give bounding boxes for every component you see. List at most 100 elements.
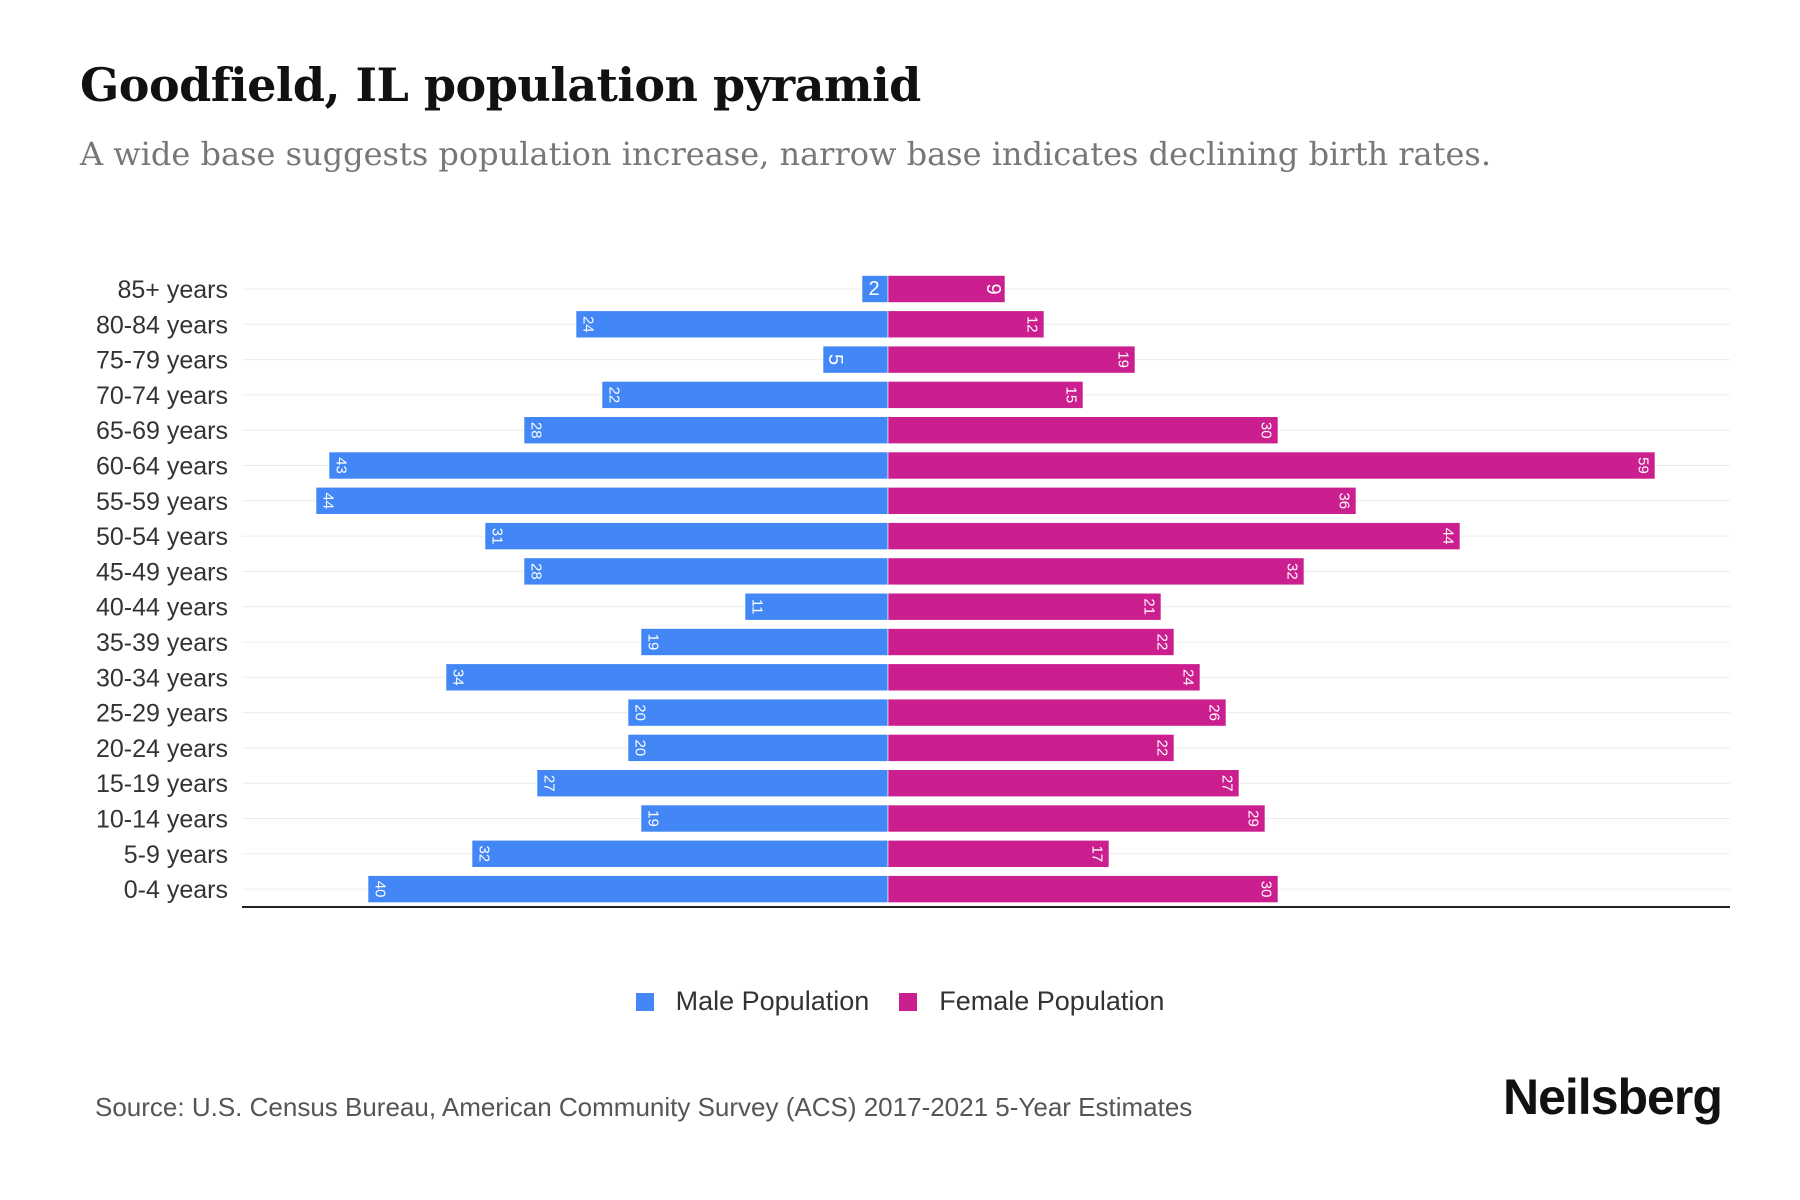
data-label: 40 [372, 881, 389, 898]
male-bar [523, 416, 889, 445]
category-label: 30-34 years [96, 664, 228, 692]
data-label: 12 [1024, 316, 1041, 333]
female-bar [887, 381, 1084, 409]
data-label: 43 [333, 457, 350, 474]
category-label: 75-79 years [96, 347, 228, 375]
data-label: 22 [1154, 634, 1171, 651]
male-bar [861, 275, 889, 303]
legend-label-female: Female Population [939, 986, 1165, 1016]
legend-swatch-female [899, 992, 918, 1011]
female-bar [887, 557, 1305, 586]
data-label: 2 [868, 278, 879, 300]
category-label: 55-59 years [96, 488, 228, 516]
data-label: 27 [1219, 775, 1236, 792]
data-label: 11 [749, 599, 766, 615]
data-label: 26 [1206, 704, 1223, 721]
legend-female[interactable]: Female Population [899, 986, 1164, 1017]
male-bar [627, 734, 889, 762]
category-label: 40-44 years [96, 594, 228, 622]
category-label: 60-64 years [96, 453, 228, 481]
female-bar [887, 310, 1045, 339]
male-bar [744, 592, 889, 621]
male-bar [627, 698, 889, 727]
male-bar [640, 628, 889, 656]
category-label: 35-39 years [96, 629, 228, 657]
female-bar [887, 345, 1136, 374]
female-bar [887, 663, 1201, 692]
data-label: 24 [580, 316, 597, 333]
data-label: 59 [1635, 457, 1652, 474]
data-label: 5 [824, 354, 846, 365]
legend: Male Population Female Population [0, 986, 1800, 1017]
data-label: 34 [450, 669, 467, 686]
data-label: 20 [632, 704, 649, 721]
female-bar [887, 769, 1240, 798]
legend-swatch-male [635, 992, 654, 1011]
legend-label-male: Male Population [675, 986, 870, 1016]
male-bar [575, 310, 889, 339]
category-label: 25-29 years [96, 700, 228, 728]
female-bar [887, 451, 1656, 480]
chart-subtitle: A wide base suggests population increase… [80, 135, 1491, 173]
data-label: 22 [606, 387, 623, 404]
female-bar [887, 275, 1006, 303]
category-label: 85+ years [118, 276, 229, 304]
data-label: 19 [1115, 351, 1132, 368]
data-label: 44 [1440, 528, 1457, 545]
data-label: 17 [1089, 845, 1106, 862]
category-label: 10-14 years [96, 806, 228, 834]
category-label: 80-84 years [96, 311, 228, 339]
category-label: 15-19 years [96, 770, 228, 798]
data-label: 30 [1258, 422, 1275, 439]
female-bar [887, 839, 1110, 868]
source-note: Source: U.S. Census Bureau, American Com… [95, 1092, 1193, 1122]
data-label: 15 [1063, 387, 1080, 404]
female-bar [887, 522, 1461, 550]
data-label: 24 [1180, 669, 1197, 686]
female-bar [887, 734, 1175, 762]
male-bar [640, 804, 889, 833]
female-bar [887, 486, 1357, 515]
male-bar [484, 522, 889, 550]
male-bar [328, 451, 889, 480]
male-bar [445, 663, 889, 692]
data-label: 28 [528, 563, 545, 580]
data-label: 9 [982, 283, 1004, 294]
data-label: 19 [645, 634, 662, 651]
category-label: 45-49 years [96, 558, 228, 586]
data-label: 19 [645, 810, 662, 827]
male-bar [523, 557, 889, 586]
category-label: 65-69 years [96, 417, 228, 445]
data-label: 32 [1284, 563, 1301, 580]
category-label: 20-24 years [96, 735, 228, 763]
male-bar [471, 839, 889, 868]
female-bar [887, 416, 1279, 445]
neilsberg-logo: Neilsberg [1503, 1069, 1723, 1125]
data-label: 29 [1245, 810, 1262, 827]
female-bar [887, 804, 1266, 833]
data-label: 20 [632, 740, 649, 757]
male-bar [601, 381, 889, 409]
female-bar [887, 628, 1175, 656]
female-bar [887, 698, 1227, 727]
male-bar [536, 769, 889, 798]
category-label: 0-4 years [124, 876, 228, 904]
data-label: 21 [1141, 598, 1158, 615]
category-label: 50-54 years [96, 523, 228, 551]
data-label: 32 [476, 845, 493, 862]
category-label: 70-74 years [96, 382, 228, 410]
male-bar [315, 486, 889, 515]
male-bar [822, 345, 889, 374]
female-bar [887, 592, 1162, 621]
female-bar [887, 875, 1279, 903]
chart-title: Goodfield, IL population pyramid [80, 58, 921, 112]
legend-male[interactable]: Male Population [635, 986, 870, 1017]
male-bar [367, 875, 889, 903]
data-label: 36 [1336, 492, 1353, 509]
data-label: 22 [1154, 740, 1171, 757]
data-label: 28 [528, 422, 545, 439]
data-label: 31 [489, 528, 506, 545]
data-label: 27 [541, 775, 558, 792]
category-label: 5-9 years [124, 841, 228, 869]
